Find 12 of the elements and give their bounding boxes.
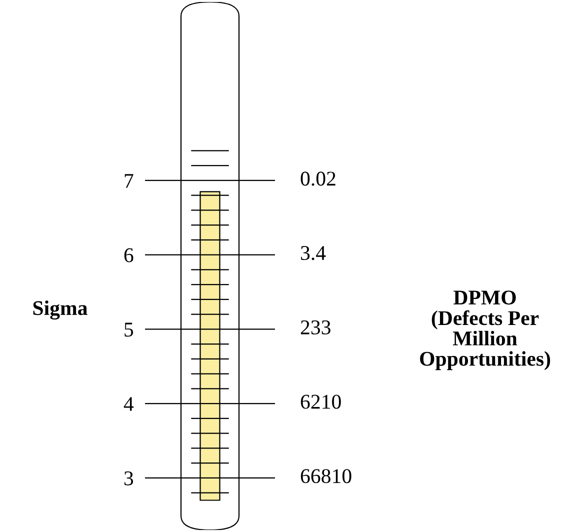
y-tick-label: 5	[124, 322, 134, 337]
y-tick-label: 6	[124, 248, 134, 262]
text: 6210	[300, 394, 341, 409]
text: 3.4	[300, 246, 326, 260]
text: 66810	[300, 469, 352, 484]
text: 0.02	[300, 172, 336, 186]
y-tick-label: 3	[124, 471, 134, 486]
y-tick-label: 4	[124, 397, 134, 411]
y-tick-label: 7	[124, 174, 134, 188]
text: 233	[300, 320, 330, 334]
text: DPMO (Defects Per Million Opportunities)	[420, 290, 550, 370]
y-axis-title: Sigma	[33, 300, 88, 320]
